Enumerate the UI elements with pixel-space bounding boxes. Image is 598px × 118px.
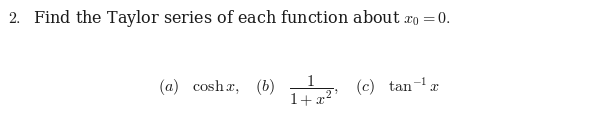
Text: $2.$  Find the Taylor series of each function about $x_0 = 0.$: $2.$ Find the Taylor series of each func… bbox=[8, 8, 450, 29]
Text: $(a)\quad \mathrm{cosh}\, x, \quad (b)\quad \dfrac{1}{1+x^2}, \quad (c)\quad \ta: $(a)\quad \mathrm{cosh}\, x, \quad (b)\q… bbox=[158, 73, 440, 109]
